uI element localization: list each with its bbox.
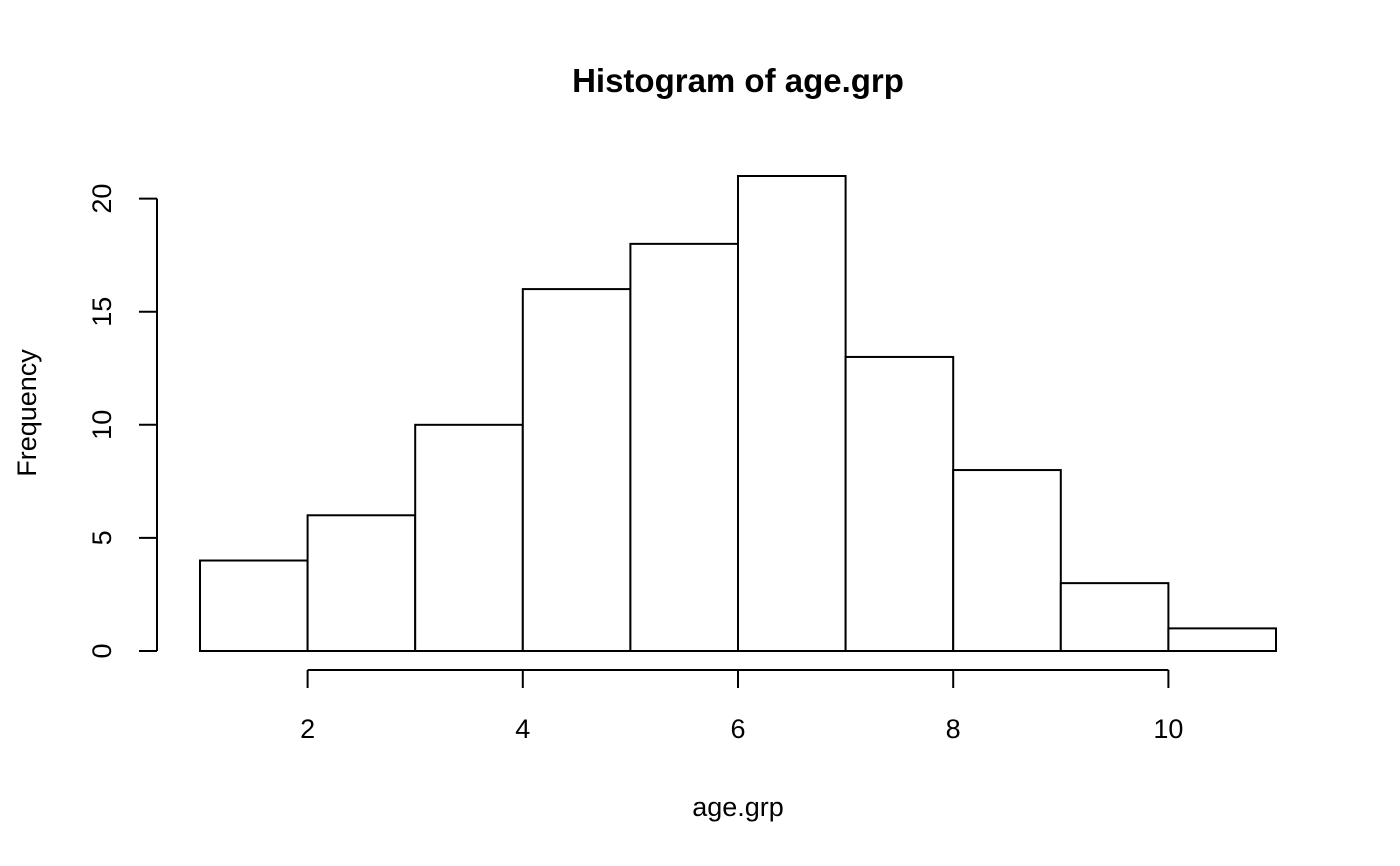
histogram-bar <box>629 242 740 652</box>
histogram-bar <box>952 469 1062 652</box>
y-tick-label: 10 <box>87 410 117 440</box>
chart-title: Histogram of age.grp <box>572 62 904 99</box>
histogram-bar <box>844 355 955 652</box>
histogram-bar <box>306 514 417 652</box>
histogram-bar <box>737 175 847 652</box>
x-tick-label: 2 <box>300 714 315 744</box>
histogram-bar <box>1167 627 1278 653</box>
y-tick-label: 5 <box>87 530 117 545</box>
x-axis-label: age.grp <box>692 792 784 822</box>
y-axis-label: Frequency <box>12 349 42 477</box>
histogram-bar <box>1059 582 1170 653</box>
y-tick-label: 20 <box>87 184 117 214</box>
x-tick-label: 6 <box>730 714 745 744</box>
x-tick-label: 10 <box>1153 714 1183 744</box>
histogram-bars <box>199 175 1278 653</box>
x-tick-label: 4 <box>515 714 530 744</box>
x-tick-label: 8 <box>946 714 961 744</box>
histogram-bar <box>521 288 632 652</box>
x-axis: 2 4 6 8 10 <box>300 669 1183 744</box>
histogram-bar <box>199 559 309 652</box>
y-axis: 0 5 10 15 20 <box>87 184 158 659</box>
histogram-bar <box>414 423 524 652</box>
y-tick-label: 0 <box>87 643 117 658</box>
y-tick-label: 15 <box>87 297 117 327</box>
